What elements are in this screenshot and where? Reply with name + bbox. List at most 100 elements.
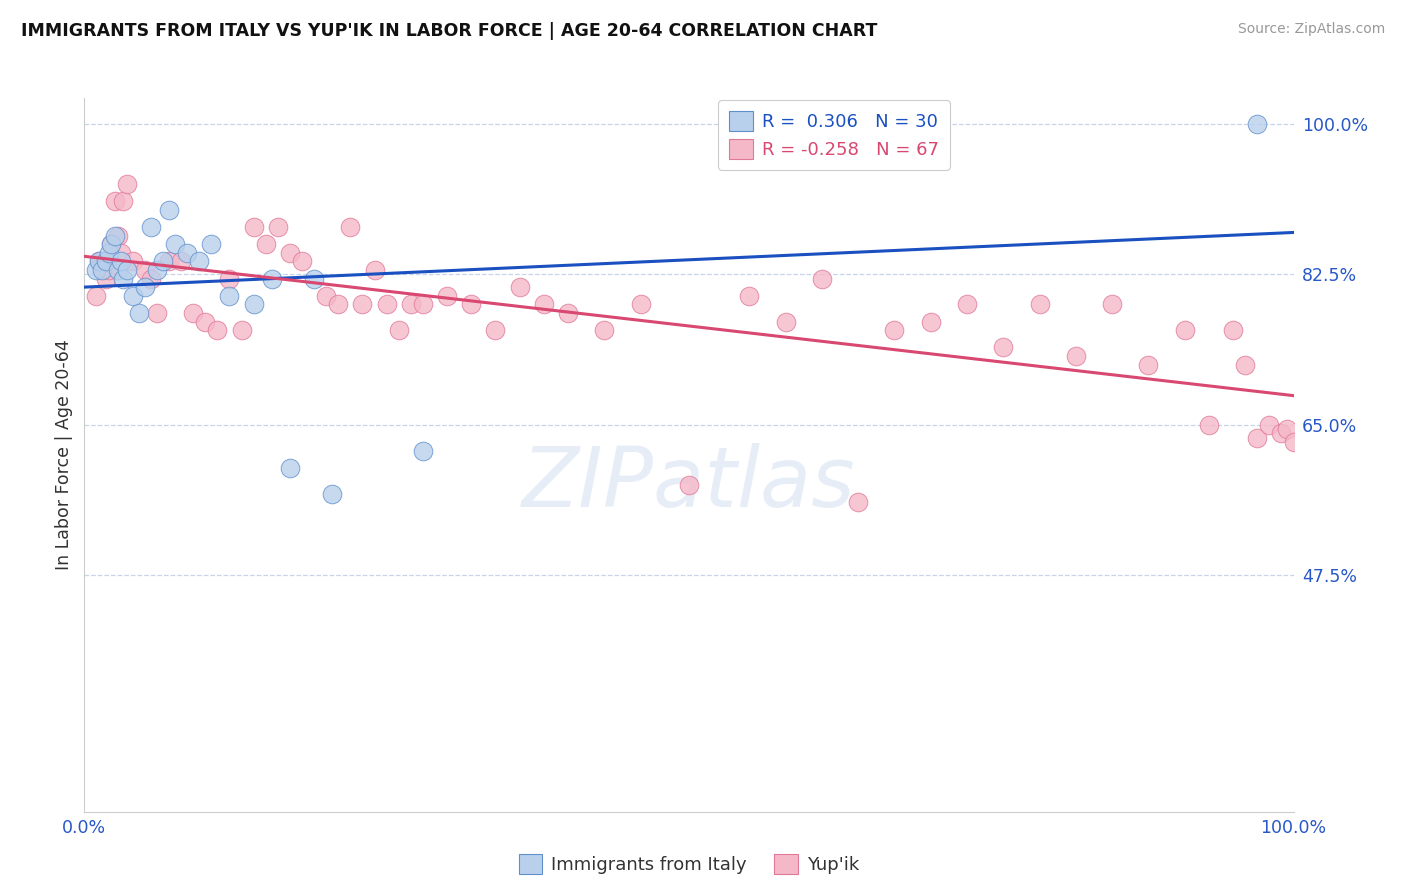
Point (121, 289, 143, 303)
Point (1234, 358, 1257, 372)
Point (207, 323, 229, 337)
Point (157, 254, 180, 268)
Point (121, 254, 143, 268)
Point (94, 271, 117, 285)
Point (775, 315, 797, 329)
Point (218, 271, 240, 285)
Point (811, 271, 834, 285)
Point (533, 297, 555, 311)
Point (110, 245, 132, 260)
Point (146, 306, 169, 320)
Point (188, 254, 211, 268)
Point (152, 254, 174, 268)
Point (87, 254, 110, 268)
Text: Source: ZipAtlas.com: Source: ZipAtlas.com (1237, 22, 1385, 37)
Point (260, 271, 283, 285)
Point (1246, 431, 1268, 445)
Point (200, 237, 222, 252)
Point (339, 220, 361, 235)
Point (278, 460, 301, 475)
Point (100, 237, 122, 252)
Point (1174, 323, 1197, 337)
Point (194, 315, 217, 329)
Point (176, 245, 198, 260)
Point (363, 263, 385, 277)
Legend: Immigrants from Italy, Yup'ik: Immigrants from Italy, Yup'ik (512, 847, 866, 881)
Point (107, 263, 129, 277)
Point (302, 271, 325, 285)
Point (321, 486, 343, 500)
Point (412, 443, 434, 458)
Point (678, 478, 700, 492)
Point (1101, 297, 1123, 311)
Point (93, 263, 115, 277)
Point (128, 306, 150, 320)
Point (484, 323, 506, 337)
Text: ZIPatlas: ZIPatlas (522, 443, 856, 524)
Point (1064, 349, 1087, 363)
Point (97, 245, 120, 260)
Point (412, 297, 434, 311)
Point (134, 280, 156, 294)
Point (846, 495, 869, 509)
Point (993, 341, 1015, 355)
Point (157, 202, 180, 217)
Point (1246, 117, 1268, 131)
Y-axis label: In Labor Force | Age 20-64: In Labor Force | Age 20-64 (55, 340, 73, 570)
Point (460, 297, 482, 311)
Point (104, 228, 127, 243)
Point (242, 220, 264, 235)
Point (97, 263, 120, 277)
Point (86, 263, 108, 277)
Point (352, 297, 374, 311)
Point (1222, 323, 1244, 337)
Point (436, 289, 458, 303)
Point (110, 254, 132, 268)
Point (328, 297, 350, 311)
Point (738, 289, 761, 303)
Point (112, 271, 135, 285)
Point (883, 323, 905, 337)
Point (399, 297, 422, 311)
Point (181, 306, 204, 320)
Point (104, 194, 127, 209)
Point (134, 263, 156, 277)
Point (100, 237, 122, 252)
Point (112, 194, 135, 209)
Point (254, 237, 277, 252)
Text: IMMIGRANTS FROM ITALY VS YUP'IK IN LABOR FORCE | AGE 20-64 CORRELATION CHART: IMMIGRANTS FROM ITALY VS YUP'IK IN LABOR… (21, 22, 877, 40)
Point (1277, 422, 1299, 436)
Point (557, 306, 579, 320)
Point (1270, 426, 1292, 441)
Point (107, 228, 129, 243)
Point (1282, 435, 1305, 450)
Point (630, 297, 652, 311)
Point (139, 271, 162, 285)
Point (146, 263, 169, 277)
Point (87, 254, 110, 268)
Point (1028, 297, 1050, 311)
Point (94, 254, 117, 268)
Point (139, 220, 162, 235)
Point (115, 263, 138, 277)
Point (593, 323, 616, 337)
Point (231, 323, 253, 337)
Point (291, 254, 314, 268)
Point (956, 297, 979, 311)
Point (91, 263, 114, 277)
Point (165, 237, 187, 252)
Point (1198, 417, 1220, 432)
Point (267, 220, 290, 235)
Point (375, 297, 398, 311)
Point (388, 323, 411, 337)
Point (115, 177, 138, 191)
Point (509, 280, 531, 294)
Point (278, 245, 301, 260)
Point (170, 254, 193, 268)
Point (920, 315, 942, 329)
Point (1258, 417, 1281, 432)
Point (242, 297, 264, 311)
Point (218, 289, 240, 303)
Point (1137, 358, 1160, 372)
Point (90, 254, 112, 268)
